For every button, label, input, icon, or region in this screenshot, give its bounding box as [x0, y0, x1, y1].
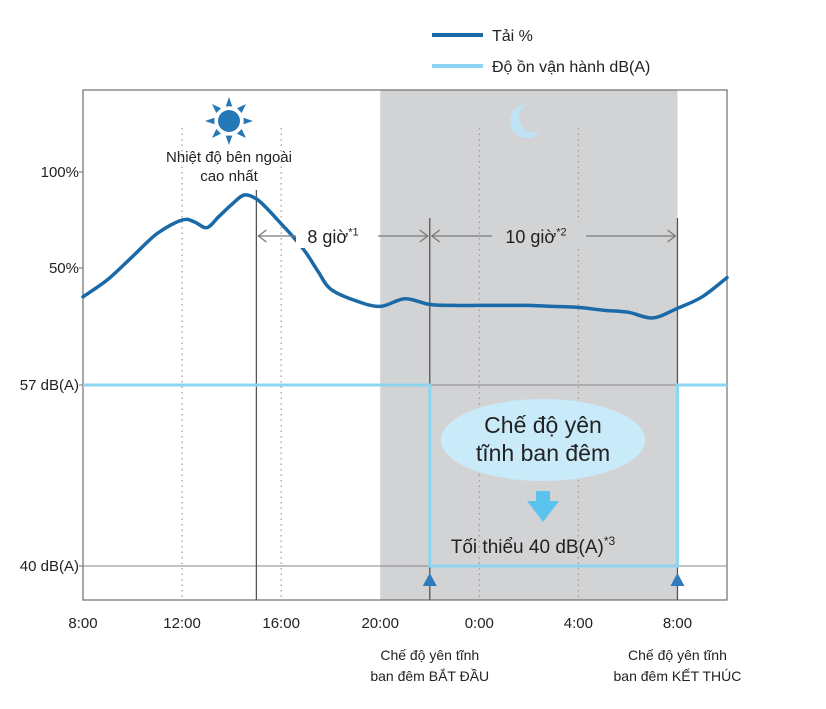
x-tick-label: 20:00: [361, 615, 399, 632]
span-label-10h-text: 10 giờ: [505, 227, 556, 247]
span-arrow-head-left: [430, 229, 441, 243]
triangle-marker-icon: [670, 573, 685, 586]
down-arrow-shape: [527, 491, 559, 522]
sun-icon: [205, 97, 253, 145]
sun-ray: [225, 135, 233, 145]
span-label-10h: 10 giờ*2: [505, 226, 566, 247]
min-noise-label-superscript: *3: [604, 534, 616, 548]
quiet-mode-bubble: [441, 399, 645, 481]
quiet-mode-line2: tĩnh ban đêm: [476, 440, 610, 466]
moon-icon: [510, 104, 541, 138]
plot-frame: [82, 89, 728, 601]
peak-label-line1: Nhiệt độ bên ngoài: [166, 149, 292, 166]
sun-ray: [237, 129, 246, 138]
sun-ray: [243, 117, 253, 125]
span-label-bg-2: [492, 222, 586, 248]
x-tick-label: 4:00: [564, 615, 593, 632]
sun-core: [218, 110, 240, 132]
legend: Tải % Độ ồn vận hành dB(A): [432, 28, 650, 76]
span-label-8h: 8 giờ*1: [307, 226, 358, 247]
sun-ray: [225, 97, 233, 107]
legend-label-load: Tải %: [492, 28, 533, 45]
span-arrow-head-right: [667, 229, 677, 243]
sun-ray: [212, 129, 221, 138]
down-arrow-icon: [527, 491, 559, 522]
noise-series-line: [83, 383, 727, 568]
night-band: [380, 90, 678, 600]
sun-ray: [212, 104, 221, 113]
y-tick-label: 50%: [49, 260, 79, 277]
peak-label-line2: cao nhất: [200, 168, 258, 185]
triangle-marker-icon: [422, 573, 437, 586]
span-label-8h-text: 8 giờ: [307, 227, 348, 247]
load-series-line: [81, 193, 729, 320]
span-label-10h-superscript: *2: [556, 226, 566, 238]
start-label-line1: Chế độ yên tĩnh: [380, 647, 479, 663]
span-label-8h-superscript: *1: [348, 226, 358, 238]
y-tick-label: 100%: [41, 164, 79, 181]
x-tick-label: 8:00: [663, 615, 692, 632]
sun-ray: [205, 117, 215, 125]
y-tick-label: 40 dB(A): [20, 558, 79, 575]
span-label-bg-1: [296, 222, 378, 248]
span-arrow-head-left: [257, 229, 267, 243]
x-tick-label: 8:00: [68, 615, 97, 632]
start-label-line2: ban đêm BẮT ĐẦU: [370, 667, 489, 684]
y-tick-label: 57 dB(A): [20, 377, 79, 394]
sun-ray: [237, 104, 246, 113]
x-tick-label: 16:00: [262, 615, 300, 632]
x-tick-label: 12:00: [163, 615, 201, 632]
end-label-line1: Chế độ yên tĩnh: [628, 647, 727, 663]
legend-label-noise: Độ ồn vận hành dB(A): [492, 59, 650, 76]
x-tick-label: 0:00: [465, 615, 494, 632]
end-label-line2: ban đêm KẾT THÚC: [614, 668, 742, 684]
quiet-mode-line1: Chế độ yên: [484, 412, 602, 438]
span-arrow-head-right: [419, 229, 429, 243]
min-noise-label-text: Tối thiểu 40 dB(A): [451, 537, 604, 558]
min-noise-label: Tối thiểu 40 dB(A)*3: [451, 534, 616, 558]
moon-shape: [510, 104, 541, 138]
